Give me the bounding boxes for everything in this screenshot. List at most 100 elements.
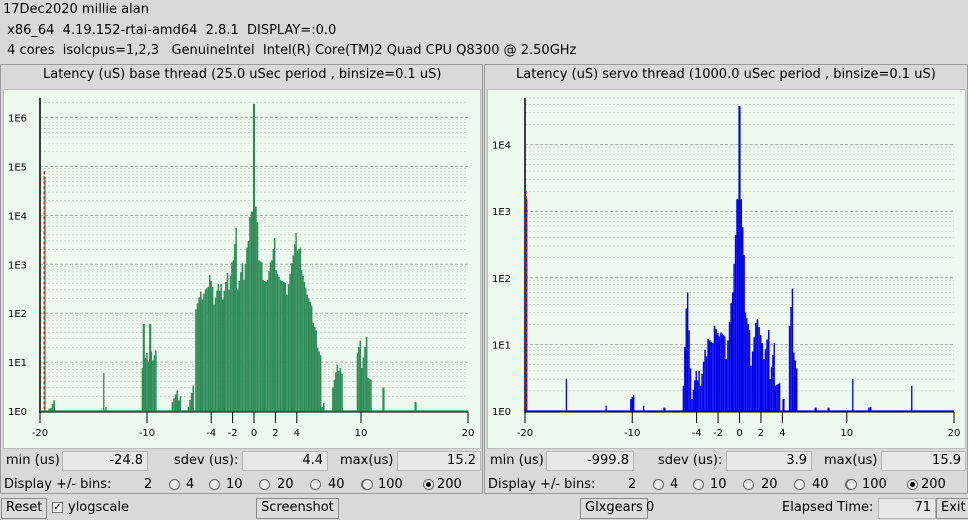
histogram-bar bbox=[740, 199, 743, 411]
histogram-bar bbox=[48, 408, 51, 411]
histogram-bar bbox=[244, 263, 247, 411]
histogram-bar bbox=[272, 249, 274, 411]
histogram-bar bbox=[278, 276, 280, 411]
x-tick-label: -2 bbox=[713, 428, 723, 439]
ylogscale-checkbox[interactable]: ✓ bbox=[52, 502, 63, 513]
histogram-bar bbox=[338, 370, 340, 411]
bins-radio-20[interactable] bbox=[310, 479, 321, 490]
histogram-bar bbox=[753, 337, 756, 411]
histogram-bar bbox=[358, 346, 360, 411]
histogram-bar bbox=[51, 404, 54, 411]
title-line: 17Dec2020 millie alan bbox=[3, 2, 149, 17]
histogram-bar bbox=[196, 303, 199, 411]
histogram-bar bbox=[312, 323, 314, 411]
histogram-bar bbox=[708, 340, 711, 411]
bins-radio-10[interactable] bbox=[259, 479, 270, 490]
histogram-bar bbox=[293, 244, 296, 411]
screenshot-button[interactable]: Screenshot bbox=[256, 498, 339, 519]
histogram-bar bbox=[290, 263, 293, 411]
histogram-bar bbox=[691, 399, 693, 411]
histogram-bar bbox=[305, 287, 307, 411]
bins-radio-2[interactable] bbox=[169, 479, 180, 490]
bins-radio-200[interactable] bbox=[423, 479, 434, 490]
histogram-bar bbox=[310, 305, 313, 411]
histogram-bar bbox=[250, 211, 253, 411]
bins-radio-100[interactable] bbox=[846, 479, 857, 490]
histogram-bar bbox=[249, 217, 251, 411]
bins-label-4: 4 bbox=[670, 477, 679, 492]
histogram-bar bbox=[718, 336, 721, 411]
histogram-bar bbox=[630, 399, 632, 411]
x-tick-label: 2 bbox=[272, 428, 278, 439]
bins-radio-2[interactable] bbox=[653, 479, 664, 490]
reset-button[interactable]: Reset bbox=[1, 498, 48, 519]
histogram-bar bbox=[247, 240, 250, 411]
histogram-bar bbox=[694, 380, 696, 411]
histogram-bar bbox=[733, 263, 735, 411]
histogram-bar bbox=[682, 385, 685, 411]
histogram-bar bbox=[686, 292, 689, 411]
histogram-bar bbox=[852, 379, 854, 411]
exit-button[interactable]: Exit bbox=[936, 498, 968, 519]
histogram-bar bbox=[721, 333, 723, 411]
histogram-bar bbox=[744, 312, 747, 411]
histogram-bar bbox=[368, 378, 371, 411]
histogram-bar bbox=[336, 364, 339, 411]
bins-label: Display +/- bins: bbox=[4, 477, 112, 492]
histogram-bar bbox=[216, 290, 218, 411]
histogram-bar bbox=[171, 402, 174, 411]
glxgears-button[interactable]: Glxgears bbox=[580, 498, 648, 519]
histogram-bar bbox=[176, 390, 179, 411]
histogram-bar bbox=[152, 360, 154, 411]
histogram-bar bbox=[727, 340, 729, 411]
histogram-bar bbox=[282, 281, 285, 411]
bins-radio-4[interactable] bbox=[693, 479, 704, 490]
elapsed-time-value: 71 bbox=[878, 498, 936, 519]
histogram-bar bbox=[747, 323, 749, 411]
bins-radio-200[interactable] bbox=[907, 479, 918, 490]
histogram-bar bbox=[791, 288, 794, 411]
histogram-bar bbox=[793, 352, 795, 411]
y-tick-label: 1E1 bbox=[8, 358, 27, 369]
histogram-bar bbox=[323, 403, 325, 411]
histogram-bar bbox=[689, 368, 692, 411]
histogram-bar bbox=[141, 367, 144, 411]
bins-radio-100[interactable] bbox=[362, 479, 373, 490]
x-tick-label: 20 bbox=[462, 428, 475, 439]
sdev-label: sdev (us): bbox=[174, 453, 239, 468]
histogram-bar bbox=[217, 283, 220, 411]
histogram-bar bbox=[287, 284, 290, 411]
bins-radio-4[interactable] bbox=[209, 479, 220, 490]
x-tick-label: 2 bbox=[758, 428, 764, 439]
bins-label-40: 40 bbox=[328, 477, 345, 492]
histogram-bar bbox=[332, 387, 334, 411]
histogram-bar bbox=[722, 335, 725, 411]
histogram-bar bbox=[692, 389, 695, 411]
histogram-bar bbox=[232, 260, 235, 411]
histogram-bar bbox=[276, 273, 279, 411]
histogram-bar bbox=[190, 392, 193, 411]
histogram-bar bbox=[685, 308, 687, 411]
histogram-bar bbox=[192, 385, 195, 411]
system-info-line: x86_64 4.19.152-rtai-amd64 2.8.1 DISPLAY… bbox=[3, 23, 337, 38]
histogram-bar bbox=[243, 279, 245, 411]
histogram-bar bbox=[382, 387, 385, 411]
histogram-bar bbox=[306, 294, 308, 411]
histogram-bar bbox=[748, 329, 751, 411]
histogram-bar bbox=[761, 343, 764, 411]
histogram-bar bbox=[770, 367, 773, 411]
histogram-bar bbox=[150, 351, 153, 411]
bins-radio-10[interactable] bbox=[743, 479, 754, 490]
histogram-bar bbox=[364, 347, 366, 411]
min-label: min (us) bbox=[490, 453, 544, 468]
histogram-bar bbox=[281, 280, 283, 411]
bins-label: Display +/- bins: bbox=[488, 477, 596, 492]
histogram-bar bbox=[256, 222, 259, 411]
histogram-bar bbox=[295, 232, 297, 411]
histogram-bar bbox=[226, 273, 229, 411]
histogram-bar bbox=[315, 330, 317, 411]
histogram-bar bbox=[50, 408, 52, 411]
bins-radio-20[interactable] bbox=[794, 479, 805, 490]
bins-label-4: 4 bbox=[186, 477, 195, 492]
histogram-bar bbox=[284, 282, 287, 411]
